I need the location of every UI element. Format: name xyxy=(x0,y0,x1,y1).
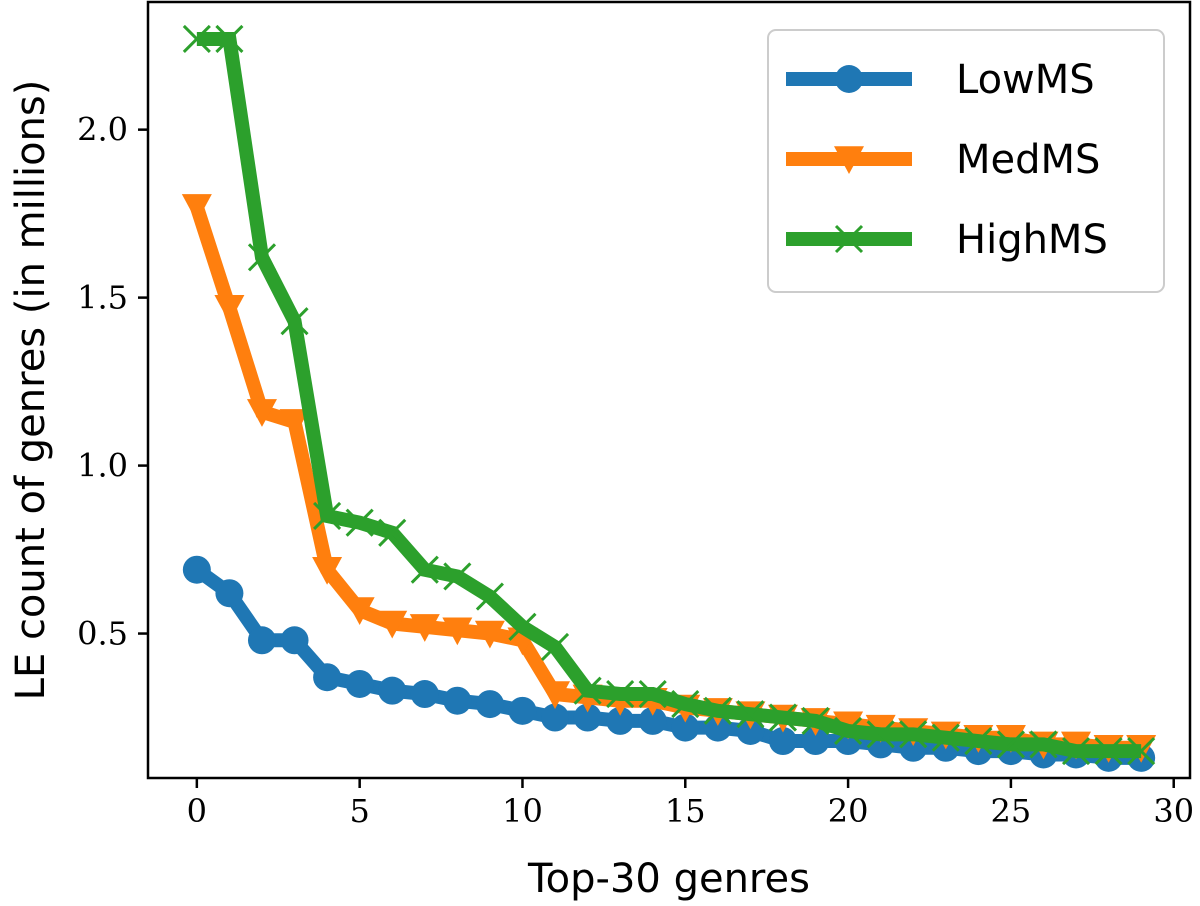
data-point-highms xyxy=(345,508,374,537)
data-point-highms xyxy=(996,730,1025,759)
data-point-medms xyxy=(540,681,571,710)
data-point-highms xyxy=(964,726,993,756)
data-point-lowms xyxy=(606,706,635,735)
x-tick-label: 20 xyxy=(828,792,869,830)
data-point-lowms xyxy=(345,669,374,698)
x-tick-label: 0 xyxy=(187,792,207,830)
data-point-highms xyxy=(736,700,765,729)
data-point-lowms xyxy=(280,626,309,655)
legend-label-highms: HighMS xyxy=(956,217,1108,263)
data-point-medms xyxy=(377,610,408,639)
data-point-highms xyxy=(573,676,602,705)
y-axis-label: LE count of genres (in millions) xyxy=(8,80,54,701)
data-point-highms xyxy=(540,632,570,662)
data-point-medms xyxy=(214,294,245,323)
data-point-lowms xyxy=(313,663,342,692)
data-point-highms xyxy=(866,720,895,749)
data-point-lowms xyxy=(541,703,570,732)
data-point-lowms xyxy=(182,555,211,584)
y-tick-label: 1.5 xyxy=(77,279,128,317)
data-point-medms xyxy=(442,617,473,646)
data-point-highms xyxy=(378,518,407,547)
data-point-highms xyxy=(475,582,504,611)
x-axis-label: Top-30 genres xyxy=(527,856,810,902)
data-point-lowms xyxy=(475,690,504,719)
data-point-highms xyxy=(508,612,537,641)
data-point-highms xyxy=(834,716,863,746)
data-point-highms xyxy=(768,703,798,732)
x-tick-label: 10 xyxy=(502,792,543,830)
legend-marker-lowms xyxy=(835,65,863,93)
data-point-medms xyxy=(312,556,343,585)
legend: LowMS MedMS HighMS xyxy=(767,29,1165,293)
data-point-highms xyxy=(182,24,211,54)
data-point-lowms xyxy=(736,716,765,745)
data-point-lowms xyxy=(703,713,732,742)
data-point-medms xyxy=(409,614,440,642)
data-point-lowms xyxy=(573,703,602,732)
y-tick-label: 0.5 xyxy=(77,615,128,653)
series-line-highms xyxy=(196,31,1142,759)
data-point-lowms xyxy=(247,626,276,655)
legend-marker-highms xyxy=(834,224,864,254)
y-tick-label: 1.0 xyxy=(77,447,128,485)
series-layer xyxy=(181,24,1157,772)
data-point-medms xyxy=(181,194,212,222)
data-point-highms xyxy=(215,24,244,54)
legend-box xyxy=(767,29,1165,293)
data-point-highms xyxy=(1094,737,1123,766)
data-point-highms xyxy=(443,562,472,591)
series-highms xyxy=(182,24,1156,766)
data-point-lowms xyxy=(768,727,797,756)
x-tick-label: 30 xyxy=(1153,792,1194,830)
data-point-highms xyxy=(703,696,732,725)
data-point-highms xyxy=(899,720,928,749)
plot-frame xyxy=(146,0,1192,780)
y-axis: 0.5 1.0 1.5 2.0 xyxy=(77,111,148,653)
data-point-highms xyxy=(606,679,635,709)
legend-label-medms: MedMS xyxy=(956,137,1100,183)
data-point-lowms xyxy=(671,713,700,742)
data-point-lowms xyxy=(638,706,667,735)
data-point-highms xyxy=(801,706,830,735)
data-point-medms xyxy=(246,399,277,427)
data-point-highms xyxy=(313,501,342,531)
legend-label-lowms: LowMS xyxy=(956,57,1095,103)
data-point-highms xyxy=(410,555,439,584)
x-tick-label: 5 xyxy=(349,792,369,830)
data-point-lowms xyxy=(215,579,244,608)
data-point-highms xyxy=(638,679,667,709)
series-lowms xyxy=(182,555,1156,772)
x-axis: 0 5 10 15 20 25 30 xyxy=(187,778,1194,830)
y-tick-label: 2.0 xyxy=(77,111,128,149)
data-point-lowms xyxy=(508,696,537,725)
data-point-highms xyxy=(280,307,309,336)
legend-marker-medms xyxy=(834,146,864,174)
data-point-highms xyxy=(671,690,700,719)
data-point-highms xyxy=(1061,737,1091,766)
data-point-highms xyxy=(247,243,277,272)
data-point-medms xyxy=(279,409,310,437)
data-point-lowms xyxy=(443,686,472,715)
data-point-medms xyxy=(344,597,375,626)
x-tick-label: 25 xyxy=(991,792,1032,830)
data-point-lowms xyxy=(410,680,439,709)
data-point-highms xyxy=(1127,737,1156,766)
data-point-lowms xyxy=(378,676,407,705)
data-point-highms xyxy=(931,723,960,752)
x-tick-label: 15 xyxy=(665,792,706,830)
data-point-lowms xyxy=(801,727,830,756)
data-point-highms xyxy=(1029,730,1058,759)
data-point-medms xyxy=(474,620,505,649)
